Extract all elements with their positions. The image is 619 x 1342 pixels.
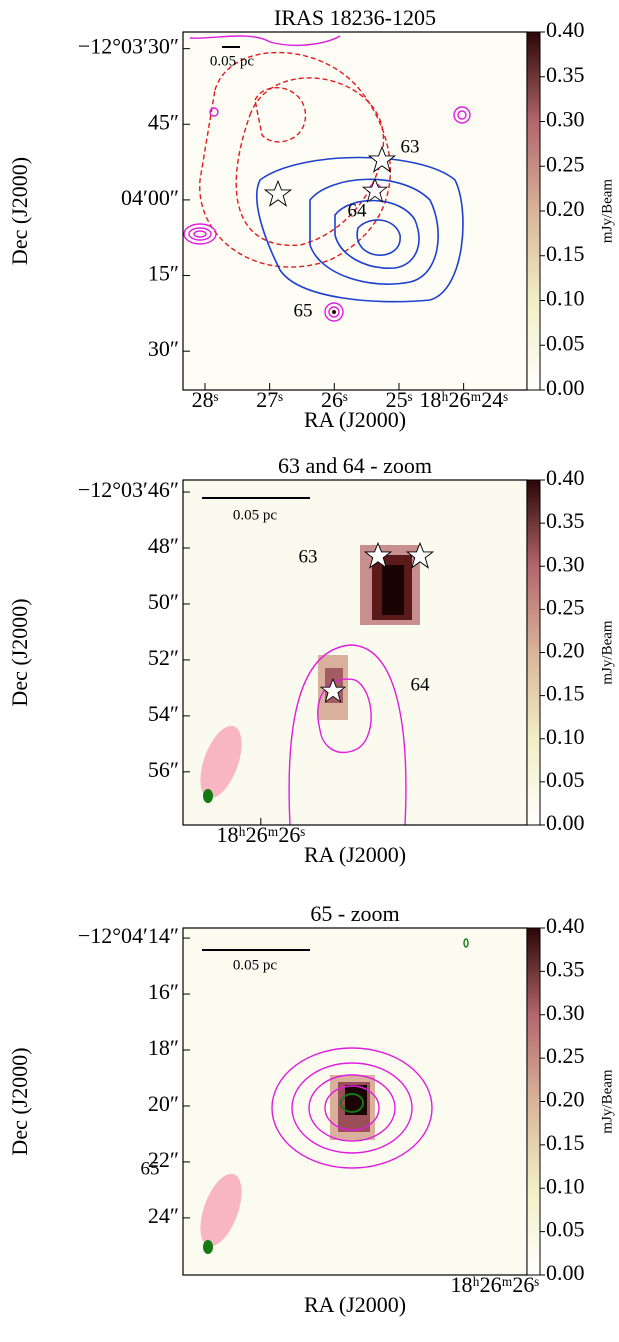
y-tick-label: 45″ [148, 109, 179, 134]
x-tick-label: 18ʰ26ᵐ24ˢ [419, 387, 508, 412]
x-axis-label: RA (J2000) [304, 842, 406, 867]
title: 65 - zoom [310, 901, 399, 926]
y-tick-label: 22″ [148, 1147, 179, 1172]
colorbar-tick-label: 0.30 [546, 551, 585, 576]
colorbar-tick-label: 0.15 [546, 241, 585, 266]
x-tick-label: 18ʰ26ᵐ26ˢ [217, 822, 306, 847]
colorbar-tick-label: 0.05 [546, 1217, 585, 1242]
x-axis-label: RA (J2000) [304, 1292, 406, 1317]
x-tick-label: 27ˢ [256, 387, 283, 412]
colorbar-tick-label: 0.10 [546, 724, 585, 749]
colorbar-tick-label: 0.30 [546, 107, 585, 132]
y-tick-label: −12°03′30″ [78, 34, 179, 59]
colorbar-tick-label: 0.15 [546, 1130, 585, 1155]
title: IRAS 18236-1205 [274, 5, 436, 30]
colorbar [526, 479, 541, 826]
y-tick-label: 16″ [148, 979, 179, 1004]
colorbar-tick-label: 0.20 [546, 1087, 585, 1112]
scalebar-label: 0.05 pc [233, 957, 278, 973]
y-axis-label: Dec (J2000) [7, 157, 32, 265]
colorbar-tick-label: 0.10 [546, 286, 585, 311]
colorbar-tick-label: 0.35 [546, 956, 585, 981]
colorbar-tick-label: 0.15 [546, 681, 585, 706]
y-tick-label: 52″ [148, 645, 179, 670]
y-axis-label: Dec (J2000) [7, 1047, 32, 1155]
y-tick-label: 30″ [148, 336, 179, 361]
colorbar-tick-label: 0.05 [546, 330, 585, 355]
y-tick-label: 15″ [148, 261, 179, 286]
colorbar [526, 31, 541, 391]
source-label: 65 [141, 1158, 160, 1179]
source-label: 64 [348, 200, 368, 221]
y-tick-label: 54″ [148, 701, 179, 726]
y-axis-label: Dec (J2000) [7, 598, 32, 706]
y-tick-label: −12°03′46″ [78, 477, 179, 502]
y-tick-label: 18″ [148, 1035, 179, 1060]
colorbar-label: mJy/Beam [599, 1069, 615, 1133]
y-tick-label: 56″ [148, 757, 179, 782]
colorbar-tick-label: 0.35 [546, 62, 585, 87]
colorbar [526, 927, 541, 1276]
source-label: 63 [401, 136, 420, 157]
colorbar-tick-label: 0.00 [546, 810, 585, 835]
y-tick-label: 04′00″ [121, 185, 179, 210]
panel-2-image [183, 480, 527, 826]
x-tick-label: 18ʰ26ᵐ26ˢ [451, 1272, 540, 1297]
colorbar-label: mJy/Beam [599, 620, 615, 684]
y-tick-label: 20″ [148, 1091, 179, 1116]
x-tick-label: 26ˢ [321, 387, 348, 412]
source-label: 64 [411, 674, 431, 695]
x-axis-label: RA (J2000) [304, 407, 406, 432]
colorbar-tick-label: 0.25 [546, 1043, 585, 1068]
scalebar-label: 0.05 pc [210, 53, 255, 69]
x-tick-label: 25ˢ [386, 387, 413, 412]
colorbar-tick-label: 0.10 [546, 1173, 585, 1198]
y-tick-label: 24″ [148, 1203, 179, 1228]
y-tick-label: 48″ [148, 533, 179, 558]
source-label: 63 [299, 546, 318, 567]
y-tick-label: −12°04′14″ [78, 923, 179, 948]
colorbar-label: mJy/Beam [599, 179, 615, 243]
x-tick-label: 28ˢ [192, 387, 219, 412]
colorbar-tick-label: 0.30 [546, 1000, 585, 1025]
colorbar-tick-label: 0.25 [546, 151, 585, 176]
colorbar-tick-label: 0.20 [546, 196, 585, 221]
colorbar-tick-label: 0.00 [546, 375, 585, 400]
colorbar-tick-label: 0.40 [546, 17, 585, 42]
colorbar-tick-label: 0.00 [546, 1260, 585, 1285]
panel-1-image [183, 32, 527, 390]
panel-3-image [183, 928, 527, 1275]
source-label: 65 [294, 300, 313, 321]
colorbar-tick-label: 0.25 [546, 594, 585, 619]
colorbar-tick-label: 0.05 [546, 767, 585, 792]
title: 63 and 64 - zoom [278, 453, 432, 478]
colorbar-tick-label: 0.40 [546, 465, 585, 490]
colorbar-tick-label: 0.20 [546, 638, 585, 663]
colorbar-tick-label: 0.35 [546, 508, 585, 533]
colorbar-tick-label: 0.40 [546, 913, 585, 938]
scalebar-label: 0.05 pc [233, 507, 278, 523]
y-tick-label: 50″ [148, 589, 179, 614]
